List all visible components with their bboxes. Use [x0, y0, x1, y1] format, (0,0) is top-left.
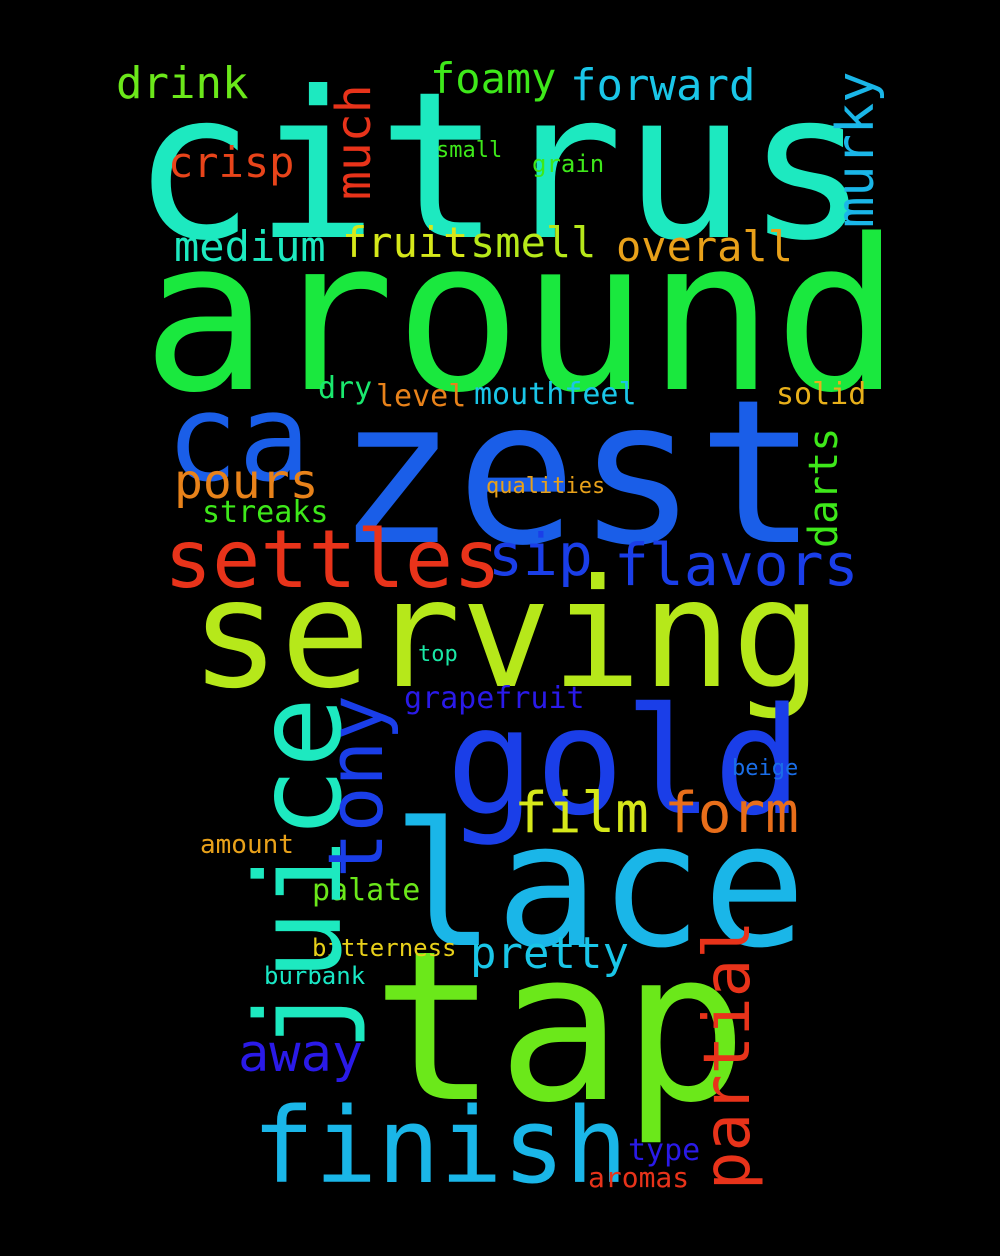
- word-type: type: [628, 1133, 701, 1168]
- word-streaks: streaks: [202, 495, 329, 530]
- word-grapefruit: grapefruit: [404, 681, 585, 716]
- word-grain: grain: [532, 150, 605, 178]
- word-serving: serving: [190, 548, 823, 722]
- word-darts: darts: [801, 427, 847, 548]
- word-burbank: burbank: [264, 962, 366, 990]
- word-sip: sip: [488, 521, 593, 589]
- word-lace: lace: [392, 785, 807, 986]
- word-film: film: [514, 781, 649, 846]
- word-form: form: [664, 781, 799, 846]
- word-drink: drink: [116, 58, 249, 109]
- word-zest: zest: [336, 357, 818, 590]
- word-around: around: [142, 194, 901, 439]
- word-palate: palate: [312, 873, 421, 908]
- word-gold: gold: [446, 676, 803, 848]
- word-smell: smell: [470, 218, 597, 267]
- word-small: small: [436, 138, 503, 163]
- word-mouthfeel: mouthfeel: [474, 377, 637, 412]
- word-finish: finish: [252, 1085, 628, 1207]
- word-settles: settles: [164, 513, 502, 606]
- word-level: level: [376, 379, 467, 414]
- word-much: much: [326, 84, 382, 200]
- word-flavors: flavors: [614, 531, 859, 599]
- word-top: top: [418, 642, 458, 667]
- word-fruit: fruit: [342, 218, 469, 267]
- word-amount: amount: [200, 830, 294, 860]
- word-solid: solid: [776, 377, 867, 412]
- word-tap: tap: [372, 907, 748, 1149]
- word-bitterness: bitterness: [312, 934, 457, 962]
- word-murky: murky: [826, 71, 886, 228]
- word-foamy: foamy: [430, 54, 557, 103]
- word-crisp: crisp: [168, 138, 295, 187]
- word-aromas: aromas: [588, 1161, 690, 1194]
- word-overall: overall: [616, 222, 794, 271]
- word-ca: ca: [166, 370, 311, 509]
- word-pours: pours: [174, 454, 319, 510]
- word-dry: dry: [318, 371, 373, 406]
- word-partial: partial: [691, 920, 765, 1190]
- word-beige: beige: [732, 756, 799, 781]
- word-qualities: qualities: [486, 474, 606, 499]
- word-forward: forward: [570, 60, 756, 111]
- word-medium: medium: [174, 222, 326, 271]
- word-citrus: citrus: [132, 49, 869, 286]
- word-tony: tony: [311, 694, 400, 878]
- word-away: away: [238, 1024, 364, 1084]
- word-pretty: pretty: [470, 928, 629, 979]
